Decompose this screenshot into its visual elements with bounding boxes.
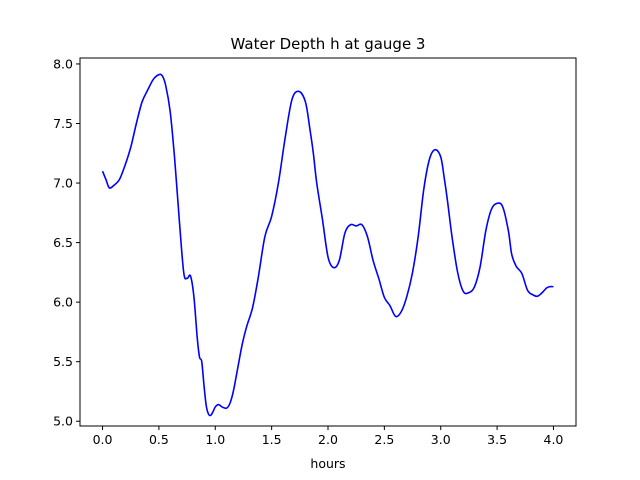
y-tick-label: 7.0: [53, 176, 73, 191]
x-tick-label: 2.0: [318, 432, 338, 447]
y-tick-label: 6.0: [53, 295, 73, 310]
y-tick-label: 5.0: [53, 414, 73, 429]
x-tick-label: 0.5: [149, 432, 169, 447]
chart-title: Water Depth h at gauge 3: [231, 35, 426, 53]
y-tick-label: 6.5: [53, 235, 73, 250]
x-tick-label: 4.0: [544, 432, 564, 447]
x-axis-label: hours: [310, 456, 345, 471]
x-tick-label: 2.5: [374, 432, 394, 447]
series-line: [101, 73, 554, 417]
y-tick-label: 8.0: [53, 56, 73, 71]
x-tick-label: 3.5: [487, 432, 507, 447]
x-tick-label: 3.0: [431, 432, 451, 447]
series-layer: [101, 73, 554, 417]
y-tick-label: 7.5: [53, 116, 73, 131]
y-tick-label: 5.5: [53, 354, 73, 369]
x-tick-label: 1.0: [205, 432, 225, 447]
x-tick-label: 1.5: [262, 432, 282, 447]
plot-area: [79, 57, 577, 427]
y-axis: 5.0 5.5 6.0 6.5 7.0 7.5 8.0: [53, 56, 80, 429]
x-tick-label: 0.0: [93, 432, 113, 447]
x-axis: 0.0 0.5 1.0 1.5 2.0 2.5 3.0 3.5 4.0: [93, 426, 564, 447]
